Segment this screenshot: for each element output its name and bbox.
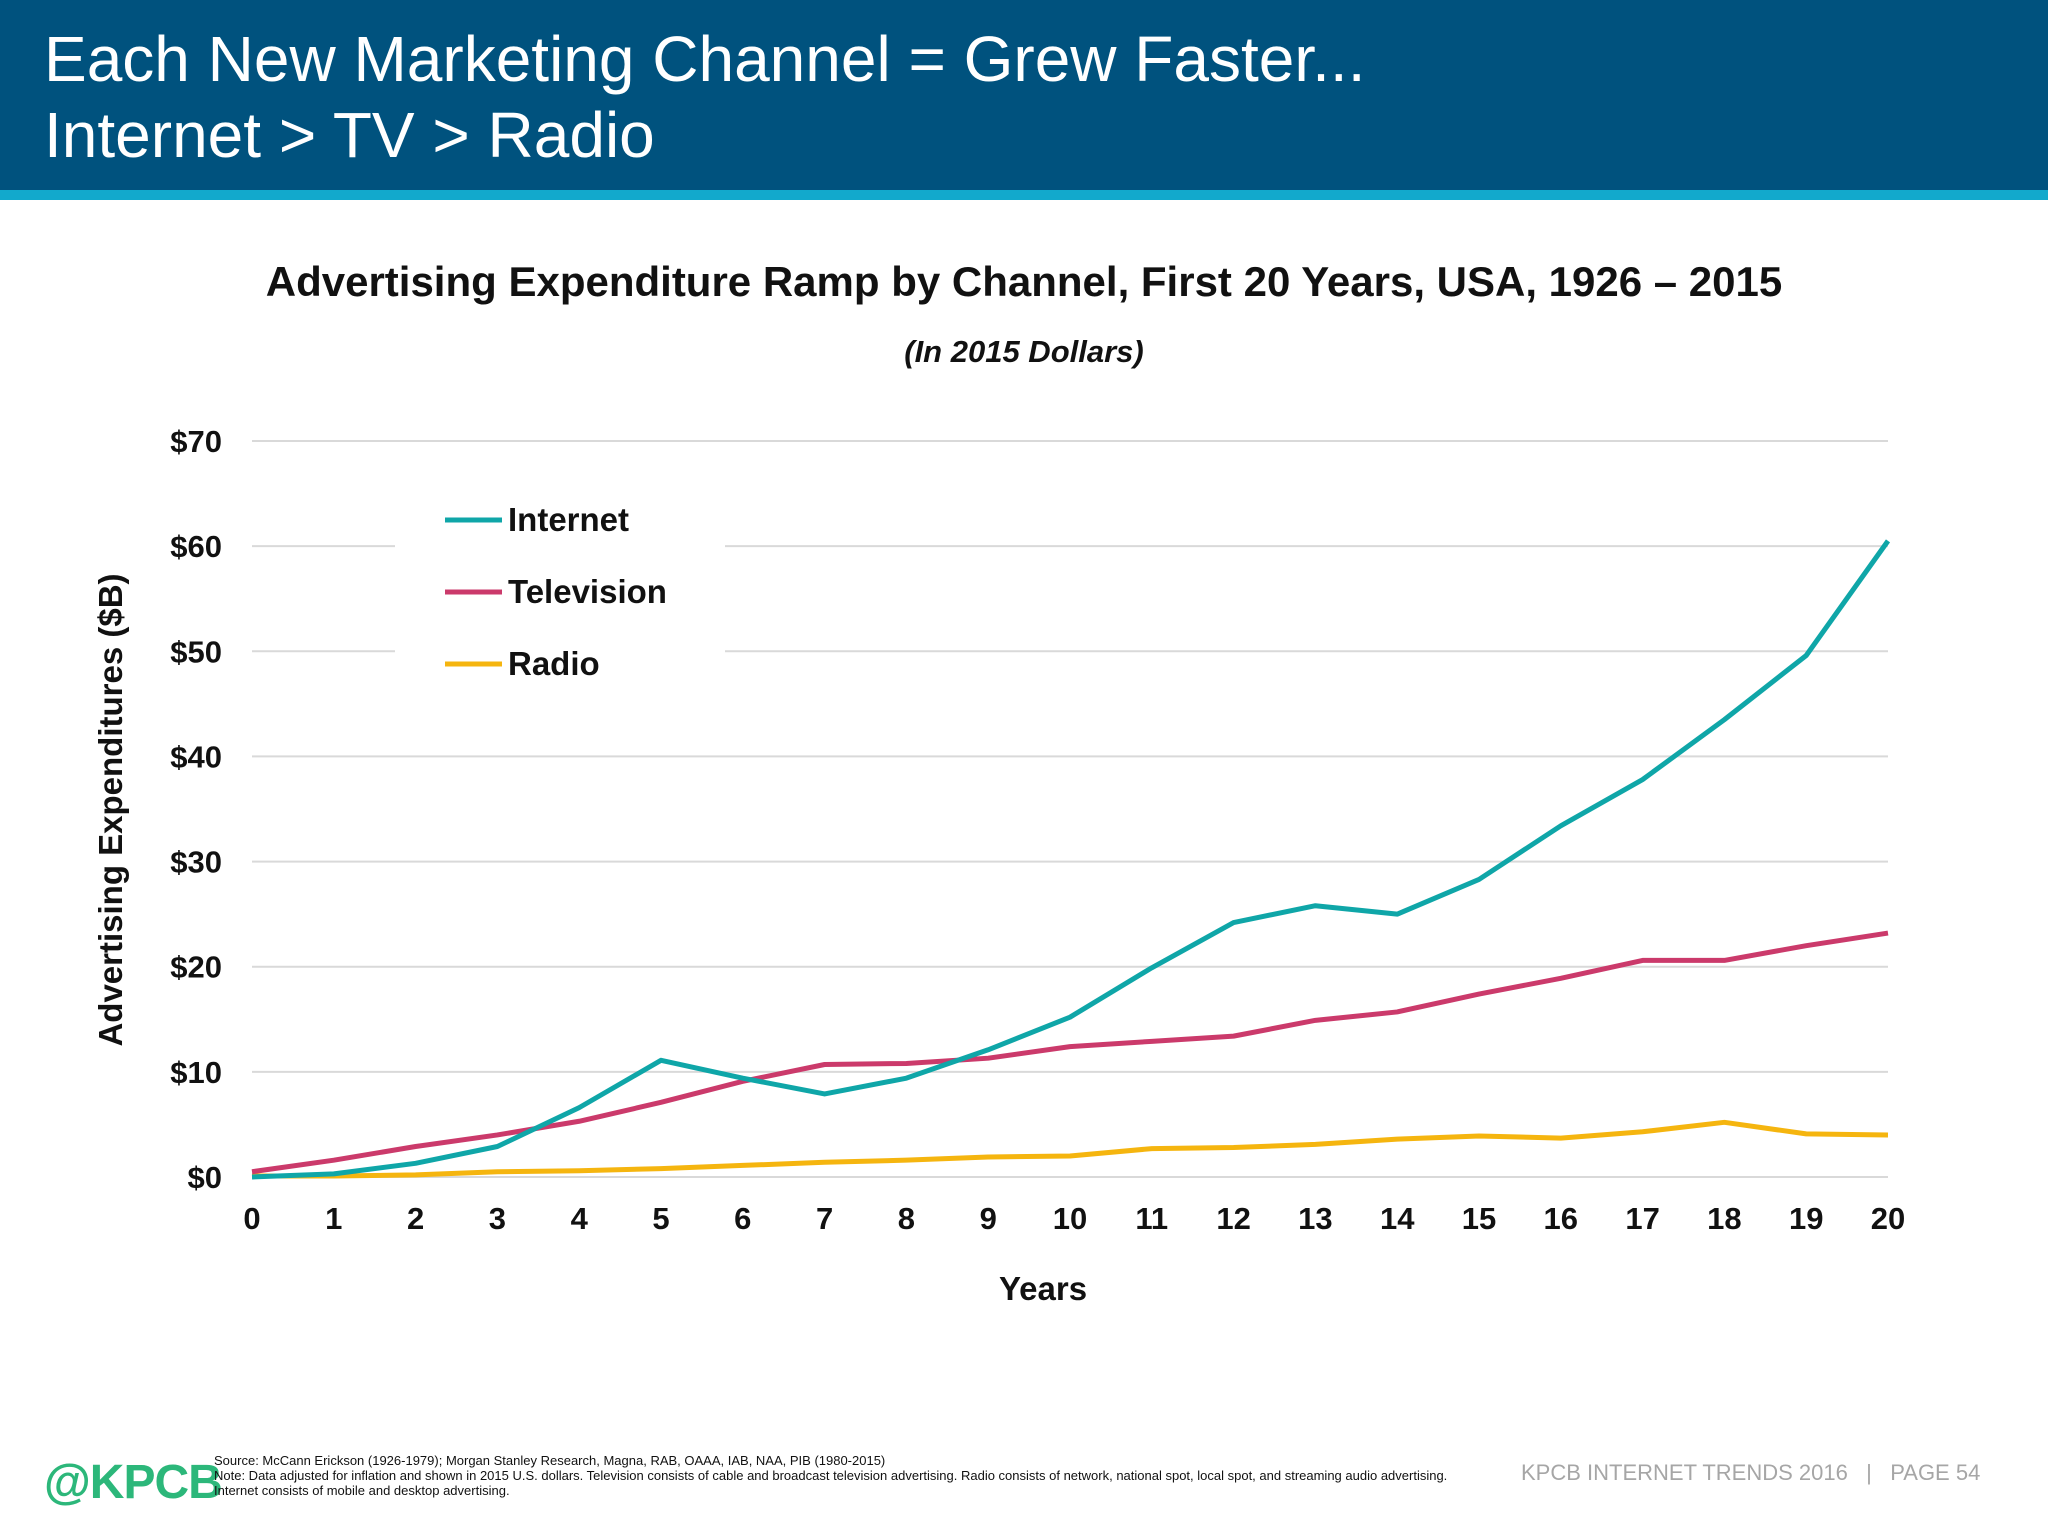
y-tick-label: $10 <box>170 1055 222 1090</box>
x-tick-label: 14 <box>1380 1201 1415 1236</box>
y-tick-label: $60 <box>170 529 222 564</box>
x-axis-label: Years <box>999 1270 1087 1307</box>
x-tick-label: 18 <box>1707 1201 1741 1236</box>
x-tick-label: 13 <box>1298 1201 1332 1236</box>
x-tick-label: 2 <box>407 1201 424 1236</box>
x-tick-label: 9 <box>980 1201 997 1236</box>
x-tick-labels: 0 1 2 3 4 5 6 7 8 9 10 11 12 13 14 15 16 17 18 19 20 <box>243 1201 1905 1236</box>
legend-label-internet: Internet <box>508 501 629 538</box>
source-note: Source: McCann Erickson (1926-1979); Mor… <box>214 1453 1494 1498</box>
legend-label-television: Television <box>508 573 667 610</box>
x-tick-label: 0 <box>243 1201 260 1236</box>
header-accent-strip <box>0 190 2048 200</box>
source-text: Source: McCann Erickson (1926-1979); Mor… <box>214 1453 886 1468</box>
legend: Internet Television Radio <box>445 501 667 682</box>
x-tick-label: 11 <box>1135 1201 1168 1236</box>
y-tick-label: $30 <box>170 845 222 880</box>
chart-subtitle: (In 2015 Dollars) <box>904 334 1144 369</box>
y-tick-label: $50 <box>170 634 222 669</box>
x-tick-label: 10 <box>1053 1201 1087 1236</box>
x-tick-label: 4 <box>571 1201 589 1236</box>
y-tick-labels: $0 $10 $20 $30 $40 $50 $60 $70 <box>170 424 222 1195</box>
series-lines <box>251 539 1891 1180</box>
note-text: Note: Data adjusted for inflation and sh… <box>214 1468 1448 1498</box>
y-tick-label: $20 <box>170 950 222 985</box>
line-chart: $0$10$20$30$40$50$60$70 0 1 2 3 4 5 6 7 8 9 10 11 12… <box>92 424 1905 1307</box>
x-tick-label: 7 <box>816 1201 833 1236</box>
x-tick-label: 19 <box>1789 1201 1823 1236</box>
x-tick-label: 15 <box>1462 1201 1496 1236</box>
x-tick-label: 8 <box>898 1201 915 1236</box>
slide-title-line1: Each New Marketing Channel = Grew Faster… <box>44 23 1366 95</box>
x-tick-label: 5 <box>652 1201 669 1236</box>
series-line-radio <box>252 1119 1889 1179</box>
series-line-television <box>251 930 1889 1175</box>
series-line-internet <box>251 539 1891 1180</box>
y-tick-label: $40 <box>170 739 222 774</box>
x-tick-label: 12 <box>1216 1201 1250 1236</box>
x-tick-label: 6 <box>734 1201 751 1236</box>
y-tick-label: $0 <box>188 1160 222 1195</box>
kpcb-logo: @KPCB <box>44 1456 223 1509</box>
header-banner: Each New Marketing Channel = Grew Faster… <box>0 0 2048 190</box>
x-tick-label: 20 <box>1871 1201 1905 1236</box>
x-tick-label: 17 <box>1625 1201 1659 1236</box>
legend-label-radio: Radio <box>508 645 600 682</box>
x-tick-label: 16 <box>1544 1201 1578 1236</box>
y-tick-label: $70 <box>170 424 222 459</box>
slide-title-line2: Internet > TV > Radio <box>44 99 655 171</box>
x-tick-label: 3 <box>489 1201 506 1236</box>
x-tick-label: 1 <box>325 1201 342 1236</box>
page-info: KPCB INTERNET TRENDS 2016 | PAGE 54 <box>1521 1460 1981 1485</box>
y-axis-label: Advertising Expenditures ($B) <box>92 573 129 1046</box>
chart-title: Advertising Expenditure Ramp by Channel,… <box>265 258 1783 305</box>
